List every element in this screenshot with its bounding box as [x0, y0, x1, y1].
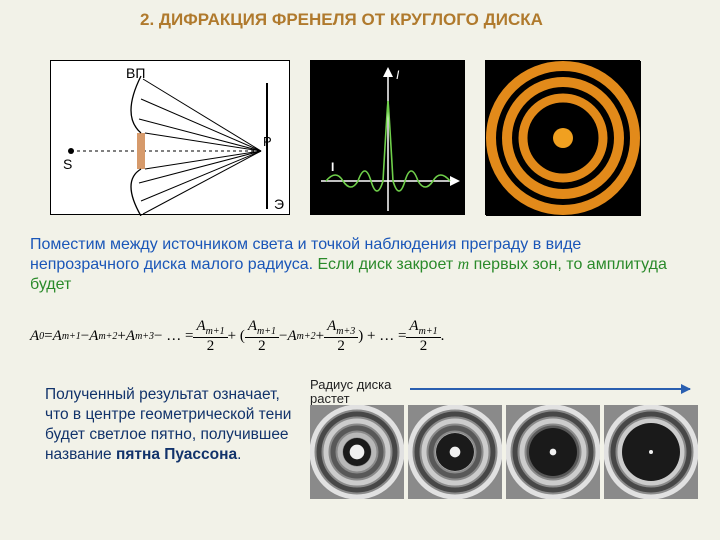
poisson-spot-3 [506, 405, 600, 499]
para1-m: m [458, 256, 470, 273]
figure-row: BП S Э P I [50, 60, 640, 215]
label-p: P [263, 134, 272, 149]
amplitude-formula: A0 = Am+1 − Am+2 + Am+3 − … = Am+12 + ( … [30, 318, 650, 355]
paragraph-poisson: Полученный результат означает, что в цен… [45, 385, 300, 466]
axis-y-label: I [396, 68, 400, 82]
figure-diffraction-rings [485, 60, 640, 215]
poisson-spot-2 [408, 405, 502, 499]
disk-icon [137, 133, 145, 169]
radius-growing-label: Радиус диска растет [310, 378, 410, 407]
figure-ray-diagram: BП S Э P [50, 60, 290, 215]
poisson-spot-4 [604, 405, 698, 499]
paragraph-intro: Поместим между источником света и точкой… [30, 235, 690, 295]
axis-x-label: I [331, 160, 334, 174]
figure-intensity-profile: I I [310, 60, 465, 215]
poisson-spot-series [310, 405, 698, 499]
label-bp: BП [126, 65, 145, 81]
label-screen: Э [274, 196, 284, 212]
arrow-icon [410, 388, 690, 390]
poisson-spot-1 [310, 405, 404, 499]
page-title: 2. ДИФРАКЦИЯ ФРЕНЕЛЯ ОТ КРУГЛОГО ДИСКА [140, 10, 590, 30]
para1-green-a: Если диск закроет [317, 256, 457, 273]
label-s: S [63, 156, 72, 172]
